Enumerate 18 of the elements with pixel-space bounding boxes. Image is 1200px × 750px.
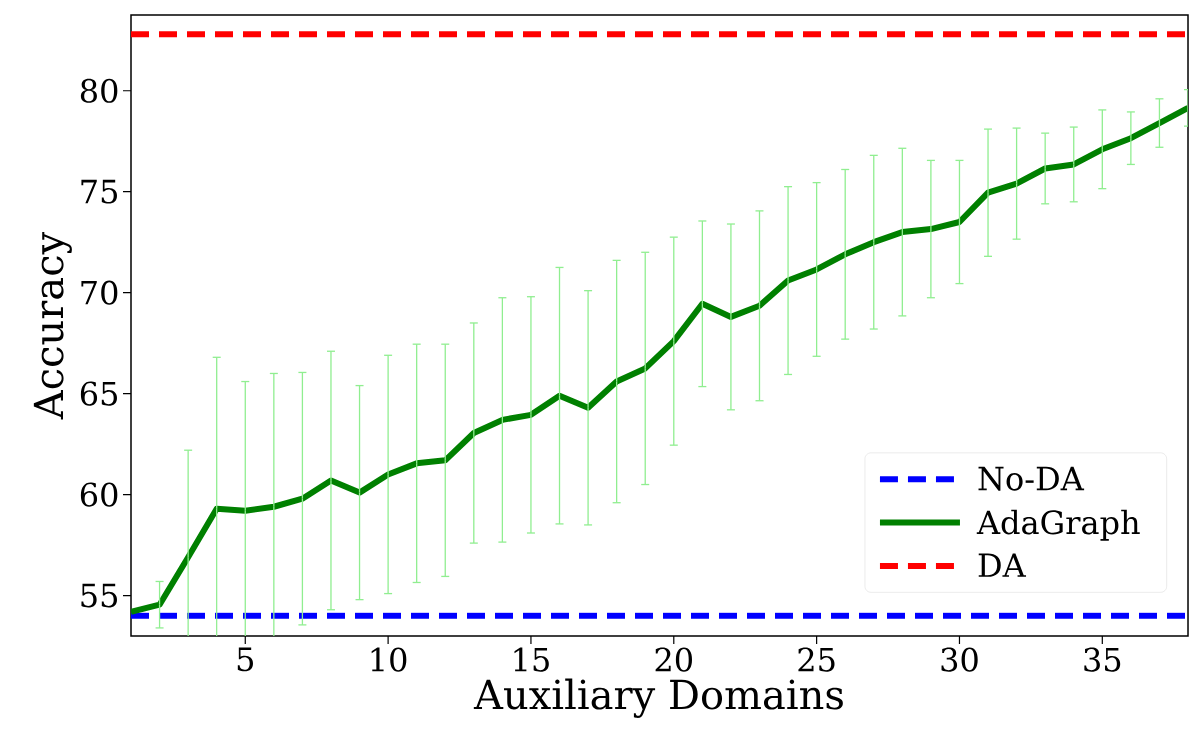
y-axis-title: Accuracy [33, 231, 72, 420]
x-tick-label: 15 [514, 647, 549, 672]
x-tick-label: 5 [237, 647, 253, 672]
x-tick-label: 35 [1084, 647, 1121, 672]
y-tick-label: 80 [80, 78, 118, 103]
legend-label: DA [978, 553, 1027, 577]
x-tick-label: 30 [941, 647, 978, 672]
x-tick-label: 25 [798, 647, 835, 672]
legend-label: AdaGraph [976, 509, 1140, 541]
x-tick-label: 10 [371, 647, 407, 672]
y-tick-label: 60 [80, 482, 118, 507]
y-tick-label: 70 [81, 280, 118, 305]
y-tick-label: 65 [80, 381, 117, 406]
y-tick-label: 75 [81, 179, 117, 204]
x-axis-title: Auxiliary Domains [473, 678, 843, 718]
legend-label: No-DA [978, 466, 1085, 491]
x-tick-label: 20 [655, 647, 692, 672]
y-tick-label: 55 [81, 583, 117, 608]
